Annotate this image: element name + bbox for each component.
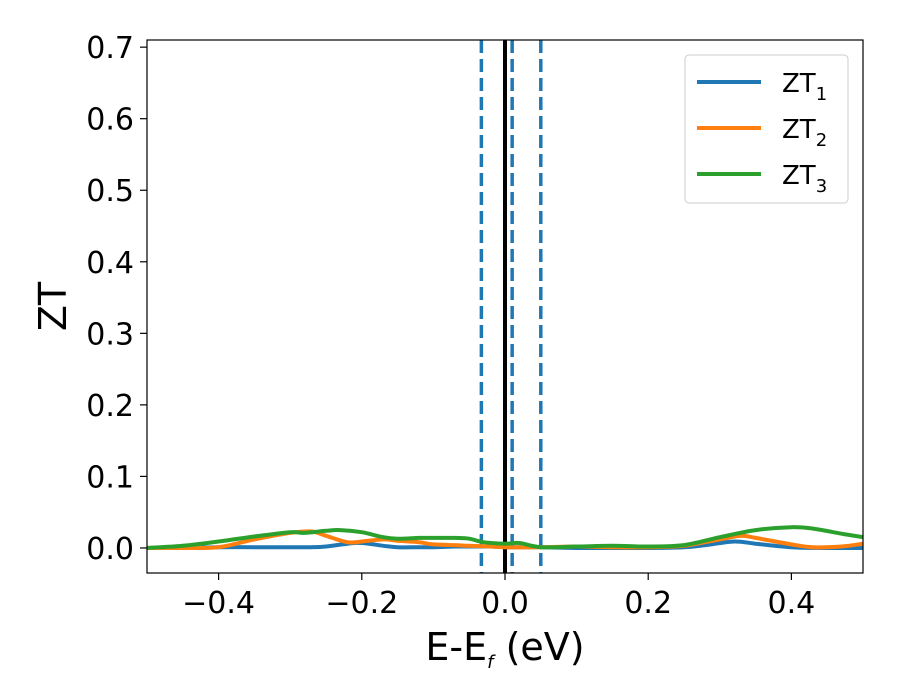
y-axis-title: ZT	[31, 281, 75, 331]
x-tick-label: 0.2	[624, 586, 672, 621]
legend-item-zt2: ZT2	[697, 115, 827, 151]
series-lines	[147, 525, 863, 551]
legend-box	[684, 54, 849, 204]
vertical-lines	[479, 40, 543, 573]
x-axis-title: E-Ef (eV)	[425, 625, 584, 673]
legend-label: ZT1	[782, 69, 827, 105]
x-tick-label: 0.4	[768, 586, 816, 621]
x-ticks: −0.4 −0.2 0.0 0.2 0.4	[182, 573, 815, 621]
y-ticks: 0.0 0.1 0.2 0.3 0.4 0.5 0.6 0.7	[86, 31, 147, 567]
y-tick-label: 0.6	[86, 103, 134, 138]
x-tick-label: −0.4	[182, 586, 255, 621]
x-axis-title-main: E-E	[425, 625, 487, 669]
y-tick-label: 0.4	[86, 246, 134, 281]
y-tick-label: 0.2	[86, 389, 134, 424]
series-line-zt3	[147, 525, 863, 550]
x-axis-title-unit: (eV)	[493, 625, 584, 669]
legend-label: ZT3	[782, 161, 827, 197]
x-tick-label: −0.2	[325, 586, 398, 621]
y-tick-label: 0.0	[86, 532, 134, 567]
legend-item-zt1: ZT1	[697, 69, 827, 105]
legend-item-zt3: ZT3	[697, 161, 827, 197]
y-tick-label: 0.7	[86, 31, 134, 66]
y-tick-label: 0.1	[86, 460, 134, 495]
legend-label: ZT2	[782, 115, 827, 151]
y-tick-label: 0.3	[86, 317, 134, 352]
legend: ZT1 ZT2 ZT3	[684, 54, 849, 204]
x-tick-label: 0.0	[481, 586, 529, 621]
x-axis-title-sub: f	[487, 652, 496, 673]
legend-items: ZT1 ZT2 ZT3	[697, 69, 827, 197]
y-tick-label: 0.5	[86, 174, 134, 209]
